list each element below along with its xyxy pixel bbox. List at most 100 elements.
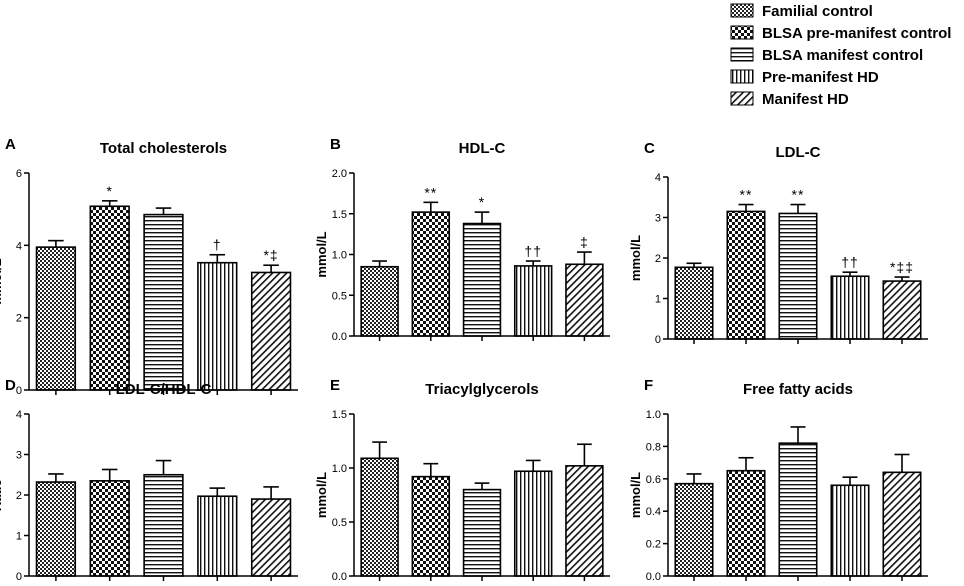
legend-swatch <box>730 3 754 18</box>
y-axis-label: mmol/L <box>314 231 329 277</box>
legend-swatch <box>730 25 754 40</box>
bar <box>197 495 238 577</box>
bar <box>250 498 292 577</box>
significance-label: †† <box>841 254 859 270</box>
bar <box>882 471 922 577</box>
legend-label: Manifest HD <box>762 91 849 108</box>
bar <box>830 275 870 340</box>
bar <box>726 469 766 577</box>
chart-title: HDL-C <box>459 140 506 157</box>
legend-item: BLSA manifest control <box>730 47 923 64</box>
significance-label: †† <box>524 243 542 259</box>
significance-label: * <box>479 194 485 210</box>
y-tick-label: 0.8 <box>646 441 661 453</box>
panel-letter: F <box>644 377 653 394</box>
legend-item: BLSA pre-manifest control <box>730 25 951 42</box>
chart-panel-e: E Triacylglycerols mmol/L 0.0 0.5 1.0 1.5 <box>314 377 610 583</box>
y-axis-label: mmol/L <box>628 235 643 281</box>
significance-label: ** <box>424 184 437 200</box>
y-tick-label: 1.5 <box>332 209 347 221</box>
bar <box>411 475 451 577</box>
bar <box>778 212 818 340</box>
panel-letter: E <box>330 377 340 394</box>
chart-title: LDL-C <box>776 144 821 161</box>
panel-letter: D <box>5 377 16 394</box>
bar <box>89 205 130 391</box>
bar <box>882 280 922 340</box>
legend-item: Pre-manifest HD <box>730 69 879 86</box>
y-tick-label: 0.0 <box>332 331 347 343</box>
y-tick-label: 4 <box>16 240 22 252</box>
y-tick-label: 1 <box>655 294 661 306</box>
chart-panel-d: D LDL-C/HDL-C Ratio 0 1 2 3 4 <box>0 377 298 583</box>
legend-item: Manifest HD <box>730 91 849 108</box>
panel-letter: C <box>644 140 655 157</box>
chart-title: LDL-C/HDL-C <box>116 381 212 398</box>
y-tick-label: 1.0 <box>332 463 347 475</box>
chart-panel-f: F Free fatty acids mmol/L 0.0 0.2 0.4 0.6 0.8 1.… <box>628 377 928 583</box>
significance-label: *‡ <box>263 247 278 263</box>
chart-title: Free fatty acids <box>743 381 853 398</box>
y-tick-label: 2.0 <box>332 168 347 180</box>
bar <box>674 266 714 340</box>
legend-swatch <box>730 69 754 84</box>
bar <box>143 213 184 391</box>
y-tick-label: 1.5 <box>332 409 347 421</box>
bar <box>143 473 184 577</box>
legend: Familial control BLSA pre-manifest contr… <box>730 3 951 108</box>
significance-label: * <box>106 183 112 199</box>
bar <box>513 470 553 577</box>
significance-label: ** <box>792 187 805 203</box>
y-tick-label: 3 <box>655 213 661 225</box>
y-tick-label: 0 <box>16 385 22 397</box>
chart-panel-a: A Total cholesterols mmol/L * † *‡ 0 2 4 6 <box>0 136 298 397</box>
chart-title: Total cholesterols <box>100 140 227 157</box>
y-tick-label: 1.0 <box>646 409 661 421</box>
bar <box>674 482 714 577</box>
y-tick-label: 4 <box>16 409 22 421</box>
y-tick-label: 2 <box>16 313 22 325</box>
y-tick-label: 0 <box>16 571 22 583</box>
y-tick-label: 3 <box>16 450 22 462</box>
y-tick-label: 0.2 <box>646 539 661 551</box>
significance-label: † <box>213 237 222 253</box>
bar <box>462 488 502 577</box>
y-tick-label: 0 <box>655 334 661 346</box>
y-axis-label: mmol/L <box>628 472 643 518</box>
legend-label: Pre-manifest HD <box>762 69 879 86</box>
y-tick-label: 0.5 <box>332 290 347 302</box>
bar <box>197 261 238 391</box>
legend-swatch <box>730 47 754 62</box>
y-tick-label: 0.5 <box>332 517 347 529</box>
chart-title: Triacylglycerols <box>425 381 538 398</box>
y-tick-label: 4 <box>655 172 661 184</box>
y-axis-label: mmol/L <box>314 472 329 518</box>
panel-letter: B <box>330 136 341 153</box>
y-tick-label: 0.0 <box>646 571 661 583</box>
bar <box>565 263 604 337</box>
legend-label: BLSA pre-manifest control <box>762 25 951 42</box>
y-tick-label: 0.4 <box>646 506 661 518</box>
chart-panel-c: C LDL-C mmol/L ** ** †† *‡‡ 0 1 2 3 4 <box>628 140 928 346</box>
bar <box>360 265 399 337</box>
legend-label: BLSA manifest control <box>762 47 923 64</box>
bar <box>778 442 818 577</box>
y-tick-label: 2 <box>16 490 22 502</box>
y-axis-label: mmol/L <box>0 258 4 304</box>
bar <box>411 211 451 337</box>
y-tick-label: 1 <box>16 531 22 543</box>
significance-label: *‡‡ <box>890 259 914 275</box>
bar <box>360 457 399 577</box>
legend-label: Familial control <box>762 3 873 20</box>
bar <box>462 222 502 337</box>
significance-label: ** <box>740 187 753 203</box>
y-tick-label: 0.6 <box>646 474 661 486</box>
bar <box>35 481 77 577</box>
y-tick-label: 0.0 <box>332 571 347 583</box>
bar <box>830 484 870 577</box>
y-tick-label: 1.0 <box>332 250 347 262</box>
bar <box>250 271 292 391</box>
